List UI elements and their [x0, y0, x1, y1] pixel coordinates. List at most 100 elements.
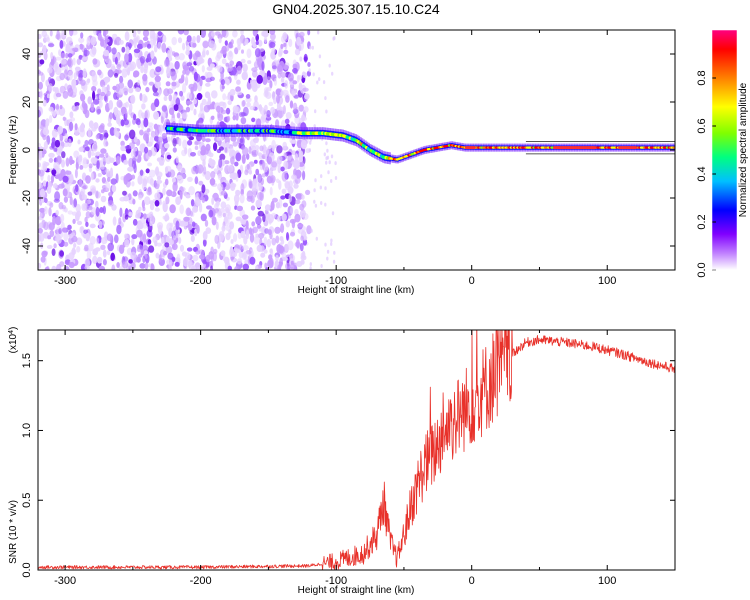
spectrogram-noise-cell: [100, 244, 106, 250]
spectrogram-noise-cell: [254, 265, 259, 270]
spectrogram-noise-cell: [139, 263, 146, 269]
spectrogram-noise-cell: [259, 245, 265, 253]
spectrogram-noise-cell: [262, 76, 268, 85]
spectrogram-noise-cell: [142, 222, 148, 229]
spectrogram-noise-cell: [124, 90, 128, 96]
spectrogram-noise-cell: [87, 127, 92, 138]
spectrogram-noise-cell: [115, 173, 119, 184]
spectrogram-noise-cell: [303, 56, 308, 62]
spectrogram-noise-cell: [167, 136, 171, 142]
spectrogram-noise-cell: [255, 233, 259, 238]
spectrogram-noise-cell: [85, 232, 90, 242]
colorbar: 0.0 0.2 0.4 0.6 0.8 Normalized spectral ampl…: [696, 29, 749, 278]
spectrogram-noise-cell: [43, 34, 50, 42]
spectrogram-noise-cell: [145, 86, 150, 93]
spectrogram-noise-cell: [218, 158, 223, 169]
spectrogram-noise-cell: [291, 90, 296, 97]
spectrogram-noise-cell: [39, 188, 46, 198]
spectrogram-noise-cell: [72, 86, 78, 96]
spectrogram-noise-cell: [137, 79, 141, 86]
spectrogram-noise-cell: [95, 237, 100, 245]
spectrogram-noise-cell: [192, 254, 199, 262]
spectrogram-noise-cell: [331, 211, 335, 216]
spectrogram-noise-cell: [168, 169, 176, 178]
spectrogram-noise-cell: [103, 95, 107, 102]
spectrogram-noise-cell: [124, 134, 129, 141]
spectrogram-noise-cell: [142, 233, 147, 243]
spectrogram-noise-cell: [97, 33, 102, 41]
spectrogram-noise-cell: [232, 115, 237, 121]
spectrogram-noise-cell: [110, 167, 113, 178]
spectrogram-noise-cell: [69, 111, 74, 119]
spectrogram-noise-cell: [264, 104, 268, 112]
spectrogram-noise-cell: [224, 147, 228, 153]
spectrogram-noise-cell: [289, 254, 296, 262]
spectrogram-noise-cell: [145, 168, 150, 174]
spectrogram-noise-cell: [228, 44, 234, 49]
snr-frame: [37, 329, 676, 571]
spectrogram-noise-cell: [122, 261, 129, 269]
spectrogram-noise-cell: [61, 151, 66, 159]
spectrogram-noise-cell: [164, 178, 169, 186]
spectrogram-noise-cell: [246, 48, 252, 59]
spectrogram-noise-cell: [234, 47, 239, 55]
spectrogram-noise-cell: [144, 262, 149, 270]
spectrogram-noise-cell: [67, 59, 72, 65]
spectrogram-noise-cell: [56, 30, 60, 41]
spectrogram-ridge-peak: [591, 146, 597, 150]
spectrogram-noise-cell: [206, 205, 212, 210]
spectrogram-noise-cell: [78, 146, 85, 153]
spectrogram-noise-cell: [218, 37, 222, 44]
spectrogram-noise-cell: [217, 111, 221, 119]
spectrogram-noise-cell: [44, 197, 48, 203]
spectrogram-noise-cell: [64, 133, 68, 142]
spectrogram-noise-cell: [39, 207, 46, 213]
spectrogram-noise-cell: [282, 257, 289, 262]
spectrogram-noise-cell: [102, 249, 107, 258]
spectrogram-noise-cell: [281, 188, 287, 195]
spectrogram-noise-cell: [93, 143, 98, 150]
spectrogram-noise-cell: [152, 236, 158, 244]
spectrogram-noise-cell: [196, 35, 201, 43]
spectrogram-noise-cell: [100, 91, 106, 97]
spectrogram-noise-cell: [141, 103, 146, 110]
spectrogram-noise-cell: [179, 90, 184, 97]
spectrogram-noise-cell: [179, 191, 183, 200]
spectrogram-noise-cell: [210, 171, 216, 179]
spectrogram-noise-cell: [288, 38, 293, 48]
spectrogram-noise-cell: [53, 147, 58, 152]
spectrogram-noise-cell: [205, 227, 212, 235]
spectrogram-noise-cell: [333, 36, 336, 41]
spectrogram-noise-cell: [261, 61, 265, 71]
spectrogram-noise-cell: [309, 140, 312, 145]
spectrogram-noise-cell: [168, 94, 173, 102]
spectrogram-noise-cell: [242, 63, 248, 72]
spectrogram-noise-cell: [259, 191, 264, 202]
spectrogram-noise-cell: [123, 233, 128, 240]
spectrogram-noise-cell: [276, 215, 281, 222]
spectrogram-noise-cell: [95, 200, 99, 209]
spectrogram-noise-cell: [175, 220, 180, 231]
spectrogram-noise-cell: [80, 79, 86, 86]
spectrogram-noise-cell: [179, 204, 184, 215]
spectrogram-noise-cell: [280, 195, 286, 200]
spectrogram-noise-cell: [50, 174, 55, 183]
spectrogram-noise-cell: [209, 76, 215, 82]
spectrogram-noise-cell: [46, 93, 51, 99]
spectrogram-noise-cell: [190, 199, 195, 207]
spectrogram-noise-cell: [82, 68, 87, 78]
spectrogram-noise-cell: [162, 187, 166, 196]
x-tick-label: -300: [54, 575, 76, 587]
spectrogram-noise-cell: [229, 88, 236, 96]
spectrogram-noise-cell: [77, 139, 81, 145]
spectrogram-noise-cell: [313, 124, 316, 129]
spectrogram-noise-cell: [194, 176, 199, 185]
spectrogram-noise-cell: [51, 265, 57, 270]
spectrogram-noise-cell: [205, 49, 210, 56]
spectrogram-noise-cell: [142, 36, 149, 41]
spectrogram-noise-cell: [150, 50, 155, 60]
spectrogram-noise-cell: [102, 205, 107, 215]
spectrogram-noise-cell: [181, 251, 188, 257]
spectrogram-noise-cell: [83, 49, 90, 57]
spectrogram-noise-cell: [261, 31, 265, 37]
